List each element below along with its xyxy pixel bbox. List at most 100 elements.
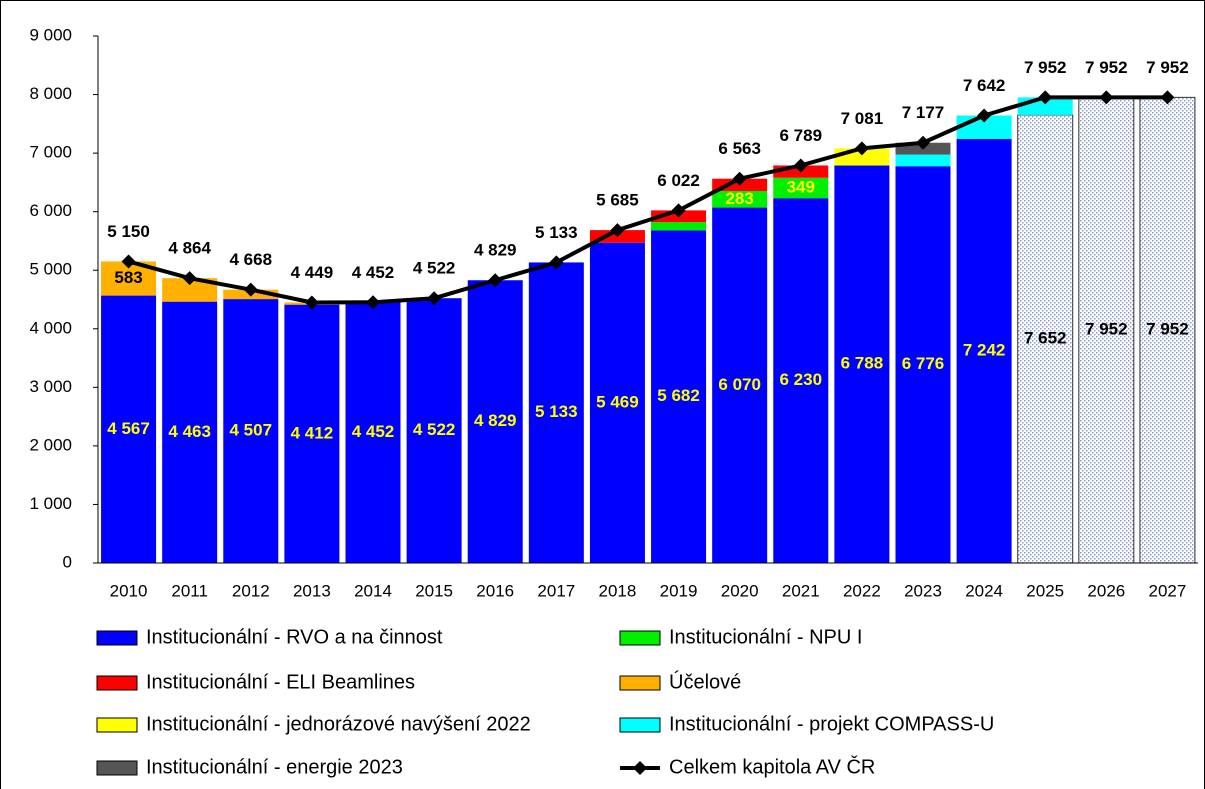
bar-segment (345, 302, 401, 563)
data-label: 5 133 (535, 223, 578, 242)
data-label: 6 070 (718, 375, 761, 394)
x-tick-label: 2022 (843, 581, 881, 600)
bar-segment (528, 262, 584, 563)
data-label: 6 230 (780, 370, 823, 389)
data-label: 4 829 (474, 411, 517, 430)
bar-segment (712, 207, 768, 563)
data-label: 583 (114, 268, 142, 287)
bar-segment (223, 299, 279, 563)
line-marker (366, 295, 380, 310)
legend-label: Institucionální - projekt COMPASS-U (669, 713, 994, 735)
data-label: 4 452 (352, 422, 395, 441)
legend-swatch (619, 675, 661, 691)
y-tick-label: 5 000 (29, 260, 72, 279)
legend-label: Institucionální - RVO a na činnost (146, 626, 443, 648)
legend-label: Celkem kapitola AV ČR (669, 755, 875, 778)
y-tick-label: 8 000 (29, 84, 72, 103)
line-marker (304, 295, 319, 310)
data-label: 4 864 (168, 239, 211, 258)
bar-segment (956, 138, 1012, 563)
line-marker (121, 254, 136, 269)
x-tick-label: 2027 (1149, 581, 1187, 600)
x-tick-label: 2025 (1026, 581, 1064, 600)
x-tick-label: 2015 (415, 581, 453, 600)
data-label: 4 452 (352, 263, 395, 282)
legend-label: Účelové (669, 670, 741, 693)
legend-marker (633, 761, 647, 775)
x-tick-label: 2018 (599, 581, 637, 600)
x-tick-label: 2010 (110, 581, 148, 600)
data-label: 7 642 (963, 76, 1006, 95)
legend-label: Institucionální - energie 2023 (146, 756, 403, 778)
data-label: 4 829 (474, 241, 517, 260)
x-tick-label: 2020 (721, 581, 759, 600)
x-tick-label: 2013 (293, 581, 331, 600)
legend-swatch (96, 760, 138, 776)
legend-swatch (619, 717, 661, 733)
line-marker (488, 273, 503, 288)
y-tick-label: 0 (63, 552, 72, 571)
data-label: 6 788 (841, 354, 884, 373)
data-label: 6 776 (902, 354, 945, 373)
legend-label: Institucionální - ELI Beamlines (146, 671, 415, 693)
y-tick-label: 9 000 (29, 25, 72, 44)
line-marker (549, 255, 564, 270)
data-label: 7 952 (1146, 58, 1189, 77)
legend-swatch (96, 630, 138, 646)
x-tick-label: 2012 (232, 581, 270, 600)
data-label: 7 952 (1085, 320, 1128, 339)
y-tick-label: 3 000 (29, 377, 72, 396)
bar-segment (101, 295, 157, 563)
data-label: 5 133 (535, 402, 578, 421)
data-label: 7 242 (963, 340, 1006, 359)
bar-segment (773, 198, 829, 563)
legend-label: Institucionální - jednorázové navýšení 2… (146, 713, 531, 735)
x-tick-label: 2014 (354, 581, 392, 600)
line-marker (671, 203, 686, 218)
line-marker (427, 291, 442, 306)
x-tick-label: 2026 (1087, 581, 1125, 600)
line-marker (1099, 90, 1114, 105)
bar-segment (895, 166, 951, 564)
bar-segment (162, 278, 218, 302)
bar-segment (406, 298, 462, 563)
bar-segment (773, 177, 829, 199)
data-label: 7 952 (1085, 58, 1128, 77)
data-label: 283 (725, 189, 753, 208)
line-marker (610, 223, 625, 238)
y-tick-label: 2 000 (29, 435, 72, 454)
data-label: 4 668 (230, 250, 273, 269)
x-tick-label: 2023 (904, 581, 942, 600)
bar-segment (651, 230, 707, 563)
data-label: 4 463 (168, 422, 211, 441)
bar-segment (162, 301, 218, 563)
data-label: 4 522 (413, 259, 456, 278)
y-tick-label: 6 000 (29, 201, 72, 220)
legend-swatch (96, 717, 138, 733)
bar-segment (712, 190, 768, 208)
data-label: 5 685 (596, 191, 639, 210)
data-label: 6 789 (780, 126, 823, 145)
data-label: 5 150 (107, 222, 150, 241)
legend-swatch (619, 630, 661, 646)
legend-label: Institucionální - NPU I (669, 626, 862, 648)
bar-segment (1139, 96, 1196, 564)
data-label: 7 177 (902, 103, 945, 122)
x-tick-label: 2019 (660, 581, 698, 600)
bar-segment (284, 304, 340, 563)
x-tick-label: 2016 (476, 581, 514, 600)
data-label: 4 412 (291, 423, 334, 442)
line-marker (916, 135, 930, 150)
line-marker (182, 271, 197, 286)
data-label: 7 081 (841, 109, 884, 128)
bar-segment (895, 154, 951, 167)
data-label: 7 652 (1024, 328, 1067, 347)
x-tick-label: 2021 (782, 581, 820, 600)
x-tick-label: 2024 (965, 581, 1003, 600)
bar-segment (467, 280, 523, 563)
data-label: 4 449 (291, 263, 334, 282)
line-marker (732, 171, 747, 186)
data-label: 7 952 (1146, 320, 1189, 339)
data-label: 4 522 (413, 420, 456, 439)
